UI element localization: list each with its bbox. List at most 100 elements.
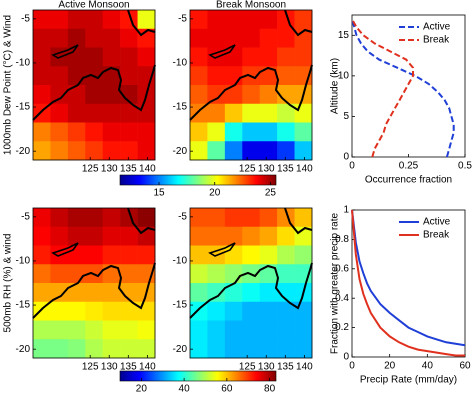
y-axis-label: 500mb RH (%) & wind	[3, 234, 14, 333]
heat-cell	[102, 283, 121, 303]
x-tick-label: 140	[139, 362, 156, 373]
x-tick-label: 125	[239, 164, 256, 175]
heat-cell	[67, 226, 86, 246]
heat-cell	[207, 103, 226, 123]
series-line	[351, 18, 414, 158]
x-tick-label: 135	[120, 362, 137, 373]
heat-cell	[207, 283, 226, 303]
heat-cell	[120, 103, 138, 123]
heat-cell	[67, 66, 86, 86]
heat-cell	[190, 47, 208, 67]
colorbar	[119, 174, 277, 186]
heat-cell	[85, 103, 104, 123]
heat-cell	[190, 245, 208, 265]
y-tick-label: -20	[173, 146, 188, 157]
y-tick-label: -5	[21, 13, 30, 24]
heat-cell	[50, 226, 69, 246]
heat-cell	[85, 85, 104, 105]
y-tick-label: -15	[173, 300, 188, 311]
heat-cell	[294, 208, 313, 228]
y-tick-label: -5	[178, 211, 187, 222]
heat-cell	[50, 208, 69, 228]
heat-cell	[137, 141, 156, 161]
heat-cell	[294, 122, 313, 142]
heat-cell	[120, 85, 138, 105]
heat-cell	[85, 28, 104, 48]
heat-cell	[67, 320, 86, 340]
y-axis-label: 1000mb Dew Point (°C) & Wind	[3, 15, 14, 155]
heat-cell	[120, 264, 138, 284]
y-tick-label: 0	[343, 152, 349, 163]
y-tick-label: -20	[16, 344, 31, 355]
heat-cell	[85, 226, 104, 246]
heat-cell	[85, 245, 104, 265]
x-tick-label: 135	[277, 362, 294, 373]
heat-cell	[67, 301, 86, 321]
plot-frame	[32, 207, 156, 359]
heat-cell	[277, 28, 295, 48]
series-line	[351, 209, 466, 347]
heat-cell	[190, 208, 208, 228]
heat-cell	[224, 301, 243, 321]
heat-cell	[259, 301, 278, 321]
heat-cell	[259, 122, 278, 142]
heat-cell	[137, 122, 156, 142]
colorbar	[119, 370, 277, 382]
heat-cell	[277, 47, 295, 67]
plot-frame	[32, 9, 156, 161]
heat-cell	[102, 103, 121, 123]
x-tick-label: 0.5	[458, 161, 472, 172]
heat-cell	[85, 208, 104, 228]
x-tick-label: 130	[101, 362, 118, 373]
legend-label: Break	[423, 230, 450, 241]
heat-cell	[33, 283, 51, 303]
heat-cell	[224, 122, 243, 142]
heat-cell	[50, 283, 69, 303]
heat-cell	[102, 122, 121, 142]
x-tick-label: 125	[82, 362, 99, 373]
heat-cell	[294, 320, 313, 340]
y-tick-label: 0	[343, 352, 349, 363]
heat-cell	[85, 47, 104, 67]
colorbar-tick-label: 60	[221, 384, 233, 394]
heat-cell	[224, 245, 243, 265]
heat-cell	[259, 103, 278, 123]
heat-cell	[259, 226, 278, 246]
x-tick-label: 0.25	[399, 161, 419, 172]
heat-cell	[33, 264, 51, 284]
y-axis-label: Altitude (km)	[330, 58, 341, 114]
panel-title: Active Monsoon	[58, 0, 129, 11]
x-tick-label: 135	[277, 164, 294, 175]
heat-cell	[102, 245, 121, 265]
y-tick-label: -15	[173, 102, 188, 113]
heat-cell	[120, 122, 138, 142]
heat-cell	[137, 245, 156, 265]
y-tick-label: 0.4	[335, 293, 349, 304]
legend-label: Active	[423, 217, 451, 228]
heat-cell	[50, 103, 69, 123]
heat-cell	[207, 339, 226, 359]
heat-cell	[224, 10, 243, 30]
heat-cell	[120, 339, 138, 359]
heat-cell	[242, 103, 261, 123]
heat-cell	[294, 245, 313, 265]
heat-cell	[33, 122, 51, 142]
colorbar-tick-label: 20	[209, 188, 221, 199]
heat-cell	[259, 320, 278, 340]
y-tick-label: 10	[338, 70, 350, 81]
heat-cell	[207, 122, 226, 142]
heat-cell	[67, 10, 86, 30]
heat-cell	[50, 28, 69, 48]
heat-cell	[259, 339, 278, 359]
heat-cell	[207, 208, 226, 228]
heat-cell	[85, 339, 104, 359]
heat-cell	[120, 283, 138, 303]
heat-cell	[242, 283, 261, 303]
x-axis-label: Occurrence fraction	[365, 175, 452, 186]
heat-cell	[190, 85, 208, 105]
heat-cell	[102, 226, 121, 246]
heat-cell	[259, 208, 278, 228]
y-axis-label: Fraction with greater precip rate	[330, 212, 341, 354]
colorbar-tick-label: 15	[153, 188, 165, 199]
heat-cell	[50, 85, 69, 105]
